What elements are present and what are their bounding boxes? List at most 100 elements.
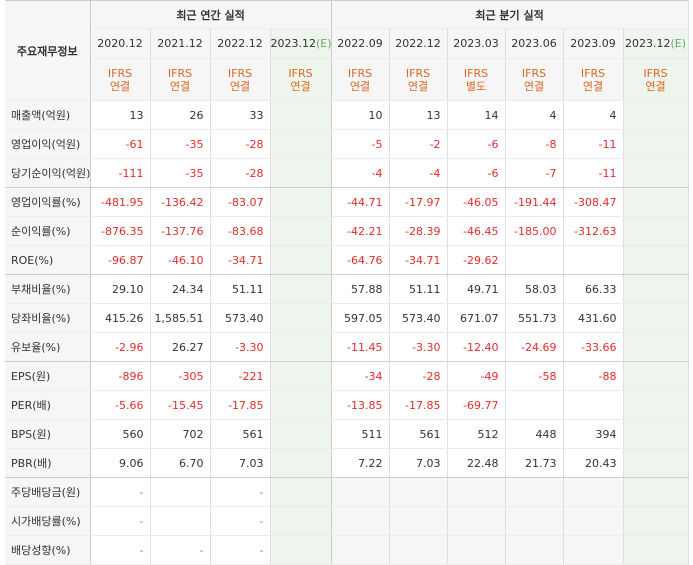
value-cell: -96.87 [90,245,151,275]
value-cell: 13 [90,100,151,130]
standard-label: IFRS [643,66,668,80]
consolidation-label: 연결 [169,79,191,93]
value-cell: -34 [331,361,390,391]
table-row: ROE(%) -96.87 -46.10 -34.71 -64.76 -34.71 -29.… [5,245,689,275]
value-cell: -35 [150,129,211,159]
quarterly-period-header: 2023.06 [505,28,564,59]
quarterly-period-header: 2022.12 [389,28,448,59]
period-label: 2023.12 [625,37,671,50]
table-row: BPS(원) 560 702 561 511 561 512 448 394 [5,419,689,449]
value-cell: -481.95 [90,187,151,217]
value-cell [270,506,332,536]
table-row: 매출액(억원) 13 26 33 10 13 14 4 4 [5,100,689,130]
quarterly-period-header: 2022.09 [331,28,390,59]
value-cell [270,245,332,275]
table-row: 당좌비율(%) 415.26 1,585.51 573.40 597.05 573.40 6… [5,303,689,333]
value-cell [447,477,506,507]
value-cell: 14 [447,100,506,130]
value-cell: -7 [505,158,564,188]
value-cell: -61 [90,129,151,159]
value-cell [270,187,332,217]
accounting-type-header: IFRS 연결 [210,58,271,101]
value-cell: 7.22 [331,448,390,478]
value-cell [623,390,689,420]
value-cell: -42.21 [331,216,390,246]
row-label: PER(배) [5,390,91,420]
value-cell [623,419,689,449]
table-row: PER(배) -5.66 -15.45 -17.85 -13.85 -17.85 -69.7… [5,390,689,420]
value-cell [447,535,506,565]
value-cell [623,129,689,159]
table-row: 영업이익률(%) -481.95 -136.42 -83.07 -44.71 -17.97… [5,187,689,217]
accounting-type-header: IFRS 연결 [389,58,448,101]
value-cell: -44.71 [331,187,390,217]
value-cell [563,245,624,275]
value-cell [270,448,332,478]
value-cell [505,245,564,275]
financial-summary-table: 주요재무정보 최근 연간 실적 최근 분기 실적 2020.12 2021.12 2… [5,0,689,565]
accounting-type-header: IFRS 연결 [90,58,151,101]
standard-label: IFRS [405,66,431,80]
value-cell [563,535,624,565]
value-cell [270,361,332,391]
table-row: 시가배당률(%) - - [5,506,689,536]
value-cell: - [90,506,151,536]
standard-label: IFRS [167,66,193,80]
value-cell: -17.85 [210,390,271,420]
standard-label: IFRS [227,66,253,80]
standard-label: IFRS [463,66,489,80]
value-cell [623,477,689,507]
quarterly-period-header: 2023.09 [563,28,624,59]
value-cell: 4 [563,100,624,130]
table-row: 순이익률(%) -876.35 -137.76 -83.68 -42.21 -28.39-… [5,216,689,246]
value-cell [623,303,689,333]
estimate-tag: (E) [670,37,687,50]
quarterly-period-header: 2023.03 [447,28,506,59]
row-label: 당기순이익(억원) [5,158,91,188]
table-row: 배당성향(%) - - - [5,535,689,565]
value-cell [623,448,689,478]
table-row: 주당배당금(원) - - [5,477,689,507]
standard-label: IFRS [288,66,313,80]
value-cell: -12.40 [447,332,506,362]
annual-title: 최근 연간 실적 [90,0,332,29]
value-cell [331,506,390,536]
value-cell: -3.30 [210,332,271,362]
value-cell: -28 [210,129,271,159]
value-cell: 512 [447,419,506,449]
row-label: ROE(%) [5,245,91,275]
value-cell [270,158,332,188]
consolidation-label: 연결 [582,79,604,93]
value-cell: -88 [563,361,624,391]
value-cell [270,216,332,246]
value-cell: -2 [389,129,448,159]
value-cell: -8 [505,129,564,159]
value-cell: 66.33 [563,274,624,304]
row-label: 유보율(%) [5,332,91,362]
value-cell: -17.97 [389,187,448,217]
value-cell: 394 [563,419,624,449]
value-cell: 561 [389,419,448,449]
value-cell [623,158,689,188]
value-cell [270,332,332,362]
annual-period-header: 2023.12(E) [270,28,332,59]
value-cell: - [210,477,271,507]
value-cell [505,535,564,565]
value-cell: -896 [90,361,151,391]
table-row: EPS(원) -896 -305 -221 -34 -28 -49 -58 -88 [5,361,689,391]
value-cell: -308.47 [563,187,624,217]
value-cell: 448 [505,419,564,449]
value-cell [623,535,689,565]
value-cell [331,535,390,565]
value-cell [270,303,332,333]
value-cell: -191.44 [505,187,564,217]
value-cell: 573.40 [389,303,448,333]
value-cell [389,477,448,507]
value-cell: -34.71 [389,245,448,275]
consolidation-label: 연결 [109,79,131,93]
row-label: 순이익률(%) [5,216,91,246]
value-cell [270,477,332,507]
value-cell: - [90,535,151,565]
value-cell: 671.07 [447,303,506,333]
value-cell: -28 [389,361,448,391]
